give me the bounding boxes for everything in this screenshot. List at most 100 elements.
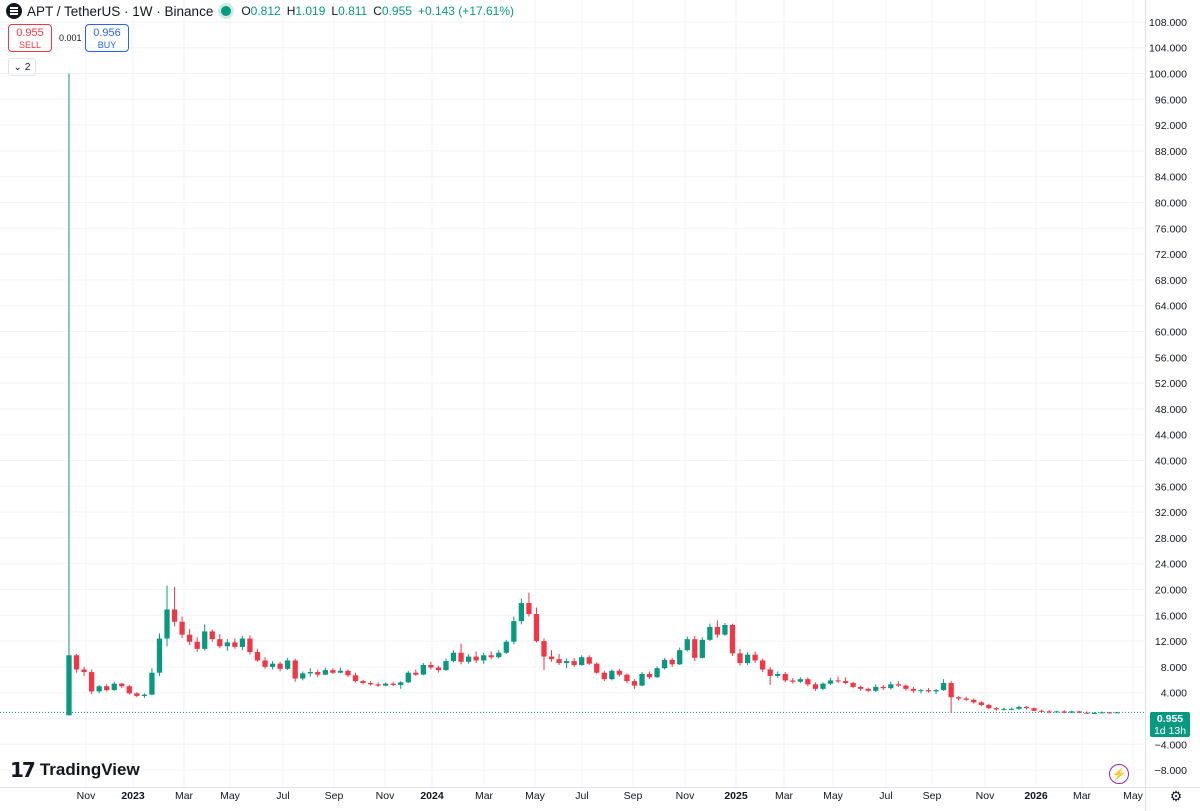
last-price-tag: 0.955 1d 13h (1150, 712, 1190, 737)
candle (1046, 710, 1052, 714)
candle-body (66, 655, 72, 716)
y-tick-label: 52.000 (1155, 378, 1187, 390)
candle-body (873, 686, 879, 691)
candle-body (767, 669, 773, 676)
lightning-icon[interactable]: ⚡ (1109, 764, 1129, 784)
buy-price: 0.956 (93, 27, 121, 39)
candle-body (217, 639, 223, 647)
candle (888, 681, 894, 690)
candle-body (398, 682, 404, 685)
y-tick-label: 80.000 (1155, 198, 1187, 210)
candle-body (888, 684, 894, 689)
candle-body (586, 657, 592, 664)
candle (503, 639, 509, 654)
bar-countdown: 1d 13h (1153, 725, 1187, 737)
indicators-toggle[interactable]: ⌄ 2 (8, 58, 36, 76)
candle (111, 681, 117, 691)
candle-body (993, 708, 1000, 710)
candle (533, 607, 540, 643)
candle-body (330, 670, 336, 673)
candle-body (616, 670, 623, 675)
x-tick-label: Mar (1073, 790, 1092, 802)
candle-body (247, 638, 253, 653)
candle-body (978, 702, 984, 705)
candle-body (269, 663, 276, 667)
candle-body (910, 688, 917, 691)
candle-body (443, 661, 449, 671)
candle-body (156, 638, 163, 673)
candle (903, 684, 909, 691)
candle-body (81, 669, 87, 673)
x-tick-label: Sep (923, 790, 942, 802)
candle (782, 672, 788, 683)
candle (661, 657, 668, 670)
candle-body (88, 672, 95, 692)
candle (616, 668, 623, 677)
candle (141, 693, 148, 698)
candle (511, 616, 517, 645)
candle-body (277, 663, 283, 669)
chevron-down-icon: ⌄ (13, 61, 22, 73)
candle (722, 623, 728, 636)
candle-body (1001, 708, 1007, 710)
x-tick-label: 2026 (1024, 790, 1048, 802)
candle (579, 655, 585, 666)
candle (767, 666, 773, 685)
candle-body (1091, 713, 1098, 715)
candle-body (337, 670, 344, 673)
candle-body (948, 683, 954, 698)
candle-body (699, 639, 705, 658)
x-tick-label: Nov (376, 790, 395, 802)
candle (171, 586, 178, 627)
candle-body (1023, 706, 1030, 709)
candle (752, 651, 758, 664)
candle-body (918, 690, 924, 692)
candle (940, 679, 947, 691)
candle (1008, 707, 1015, 711)
candle-body (571, 661, 577, 665)
candle (269, 661, 276, 670)
candle (948, 681, 954, 713)
y-tick-label: 108.000 (1149, 17, 1187, 29)
candle (684, 636, 690, 652)
candle (367, 681, 374, 686)
candle (307, 668, 313, 677)
sell-button[interactable]: 0.955 SELL (8, 24, 52, 52)
candle-body (850, 683, 856, 687)
candle (775, 671, 781, 678)
candle (669, 657, 675, 667)
candle (398, 681, 404, 689)
y-tick-label: 64.000 (1155, 301, 1187, 313)
candle (202, 624, 208, 651)
candle (1061, 710, 1067, 714)
candle-body (541, 641, 547, 657)
y-tick-label: −8.000 (1155, 765, 1188, 777)
candle (835, 676, 841, 684)
candle-body (1076, 711, 1082, 713)
candle (971, 698, 977, 704)
gear-icon[interactable]: ⚙ (1169, 787, 1183, 804)
candle (322, 667, 328, 676)
candle-body (812, 684, 819, 689)
candle-body (782, 673, 788, 681)
candle (737, 648, 743, 666)
buy-button[interactable]: 0.956 BUY (85, 24, 129, 52)
symbol-title[interactable]: APT / TetherUS · 1W · Binance (27, 3, 214, 19)
tradingview-logo[interactable]: 17 TradingView (10, 758, 140, 782)
candle (458, 643, 464, 665)
candle (978, 701, 984, 707)
candle-body (956, 697, 962, 699)
tradingview-wordmark: TradingView (39, 760, 140, 779)
candle-body (842, 681, 849, 684)
candle (956, 695, 962, 701)
candle-body (775, 673, 781, 676)
x-tick-label: 2024 (420, 790, 444, 802)
candle-body (503, 641, 509, 653)
candle-body (375, 684, 381, 686)
candle-body (903, 685, 909, 689)
candle (910, 686, 917, 693)
candle (315, 669, 321, 678)
candle (744, 652, 751, 665)
candle-body (760, 660, 766, 670)
